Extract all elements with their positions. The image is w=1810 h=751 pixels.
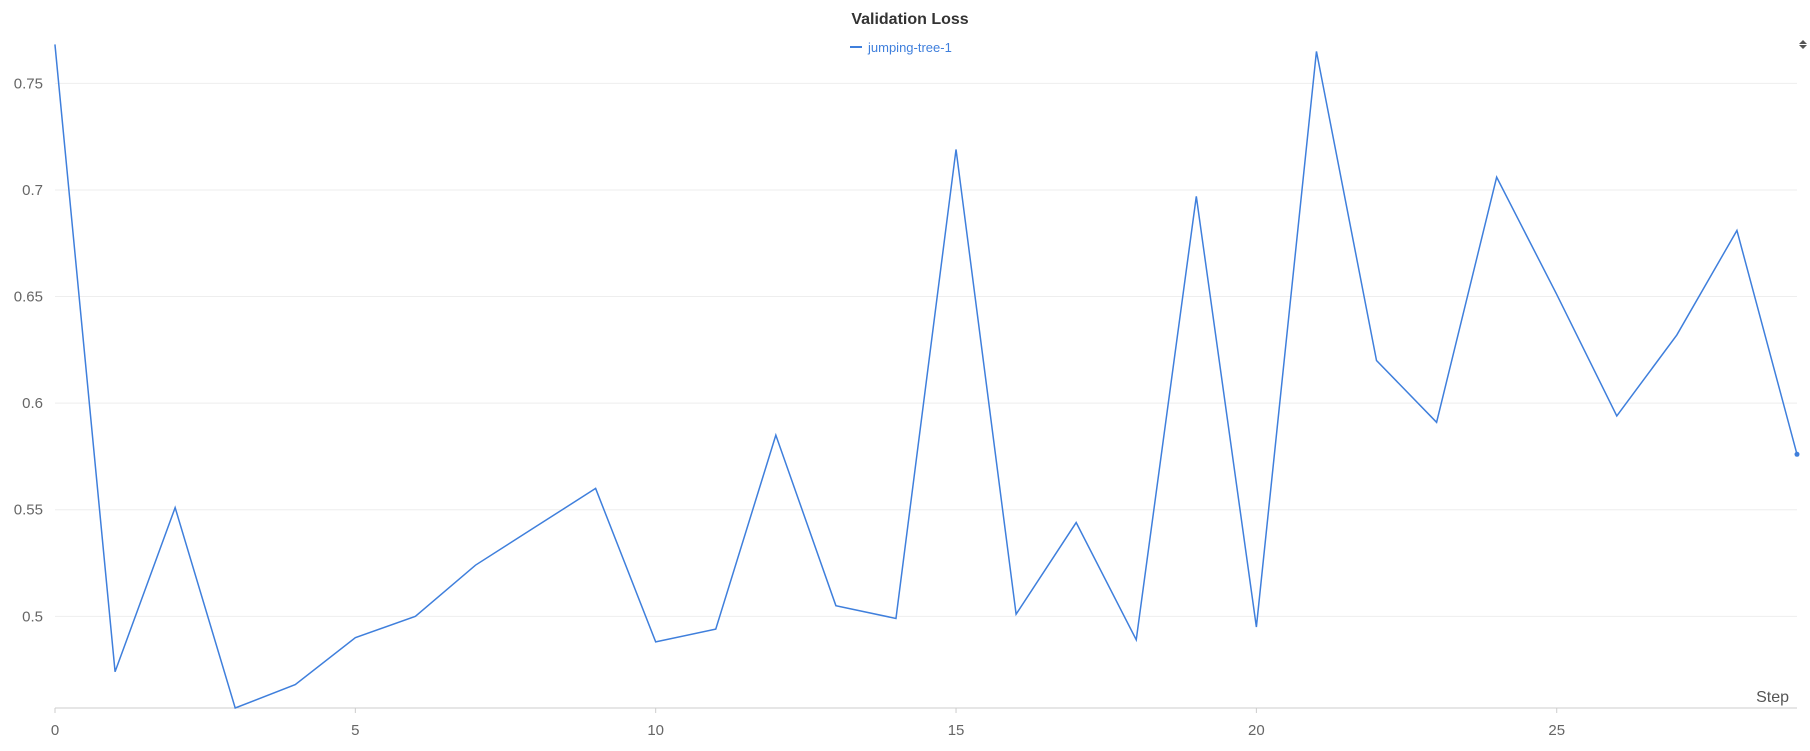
expand-collapse-icon[interactable] [1797, 38, 1808, 51]
y-tick-label: 0.5 [22, 608, 43, 625]
x-tick-label: 10 [647, 722, 664, 739]
chart-title: Validation Loss [851, 11, 969, 28]
chart-legend[interactable]: jumping-tree-1 [850, 39, 952, 55]
x-tick-label: 5 [351, 722, 359, 739]
x-tick-label: 0 [51, 722, 59, 739]
y-tick-label: 0.55 [14, 502, 43, 519]
legend-series-label: jumping-tree-1 [868, 39, 952, 55]
series-line [54, 44, 1798, 709]
y-tick-label: 0.75 [14, 75, 43, 92]
x-axis-title: Step [1756, 689, 1789, 706]
y-tick-label: 0.6 [22, 395, 43, 412]
legend-swatch [850, 46, 862, 48]
x-tick-label: 20 [1248, 722, 1265, 739]
y-tick-label: 0.65 [14, 289, 43, 306]
x-tick-label: 25 [1548, 722, 1565, 739]
y-tick-label: 0.7 [22, 182, 43, 199]
series-last-point [1794, 451, 1800, 457]
x-tick-label: 15 [948, 722, 965, 739]
